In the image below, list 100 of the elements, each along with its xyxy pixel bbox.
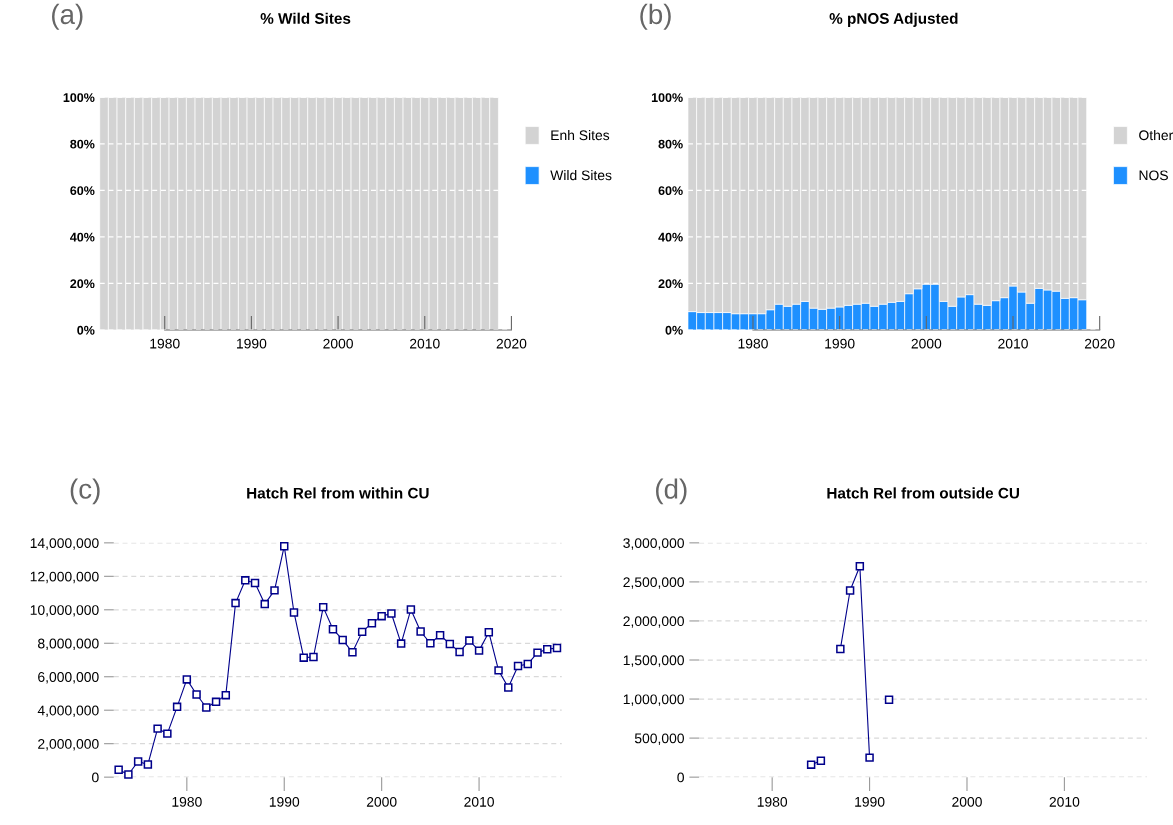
y-tick-label: 20%: [70, 279, 95, 289]
point: [387, 609, 396, 618]
point: [474, 646, 484, 655]
y-tick-label: 0: [677, 772, 684, 783]
point: [367, 618, 377, 628]
point: [396, 639, 406, 648]
point: [816, 756, 826, 765]
point: [280, 541, 289, 551]
y-tick-label: 20%: [658, 279, 683, 289]
x-tick-label: 2000: [952, 796, 982, 807]
point: [865, 753, 874, 762]
y-tick-label: 80%: [658, 139, 683, 149]
point: [318, 602, 328, 612]
x-tick-label: 1990: [825, 338, 855, 349]
point: [406, 605, 416, 614]
point: [211, 697, 221, 707]
point: [357, 627, 367, 637]
legend-label: Other: [1139, 129, 1173, 141]
y-tick-label: 0: [92, 772, 99, 783]
x-tick-label: 2010: [998, 338, 1028, 349]
y-tick-label: 60%: [658, 186, 683, 196]
text: (d): [656, 478, 687, 505]
y-tick-label: 40%: [70, 232, 95, 242]
legend-label: Enh Sites: [551, 129, 610, 141]
point: [114, 765, 123, 775]
legend-label: NOS: [1139, 170, 1168, 181]
text: (c): [70, 478, 100, 505]
y-tick-label: 2,000,000: [38, 739, 99, 751]
y-tick-label: 4,000,000: [37, 705, 99, 718]
x-tick-label: 1990: [237, 338, 267, 349]
chart-title: % Wild Sites: [260, 12, 351, 24]
y-tick-label: 100%: [63, 93, 95, 102]
point: [884, 695, 894, 705]
point: [309, 652, 318, 662]
point: [806, 760, 816, 769]
y-tick-label: 100%: [651, 93, 683, 102]
point: [523, 659, 533, 669]
x-tick-label: 2010: [1049, 796, 1080, 807]
point: [504, 683, 513, 692]
x-tick-label: 2010: [410, 338, 440, 349]
point: [153, 724, 162, 733]
point: [494, 666, 503, 675]
point: [250, 578, 260, 588]
y-tick-label: 80%: [70, 139, 95, 149]
x-tick-label: 2000: [911, 338, 942, 349]
point: [328, 624, 338, 634]
x-tick-label: 2020: [496, 338, 527, 349]
point: [231, 598, 240, 608]
point: [484, 627, 494, 637]
x-tick-label: 1980: [757, 796, 788, 807]
y-tick-label: 2,500,000: [623, 577, 684, 589]
y-tick-label: 60%: [70, 186, 95, 196]
point: [221, 690, 231, 700]
x-tick-label: 2000: [323, 338, 353, 349]
point: [377, 611, 386, 621]
y-tick-label: 14,000,000: [30, 538, 99, 550]
point: [133, 757, 143, 766]
y-tick-label: 1,500,000: [623, 655, 684, 667]
point: [202, 703, 211, 712]
point: [445, 639, 455, 649]
y-tick-label: 0%: [77, 325, 95, 335]
y-tick-label: 3,000,000: [623, 538, 684, 550]
point: [348, 648, 357, 657]
point: [855, 562, 865, 571]
text: (a): [52, 3, 83, 30]
point: [182, 675, 192, 684]
point: [192, 690, 201, 699]
point: [465, 636, 474, 645]
x-tick-label: 1980: [738, 338, 768, 349]
chart-title: Hatch Rel from within CU: [247, 487, 429, 499]
point: [299, 653, 308, 662]
point: [455, 647, 464, 657]
point: [836, 644, 845, 654]
text: (b): [640, 3, 671, 30]
point: [124, 770, 133, 779]
x-tick-label: 2000: [366, 796, 397, 807]
y-tick-label: 40%: [658, 232, 683, 242]
point: [270, 586, 279, 595]
point: [435, 630, 445, 640]
point: [172, 702, 182, 712]
point: [552, 643, 562, 653]
y-tick-label: 0%: [665, 325, 683, 335]
point: [543, 645, 552, 654]
x-tick-label: 1980: [172, 796, 202, 807]
point: [241, 576, 250, 585]
point: [289, 608, 299, 617]
point: [260, 599, 270, 609]
point: [163, 729, 172, 738]
legend-label: Wild Sites: [550, 170, 612, 181]
x-tick-label: 1980: [150, 338, 180, 349]
x-tick-label: 1990: [855, 796, 885, 807]
point: [338, 635, 347, 645]
point: [426, 639, 435, 648]
point: [533, 648, 542, 657]
x-tick-label: 2010: [464, 796, 494, 807]
y-tick-label: 8,000,000: [38, 638, 99, 651]
y-tick-label: 1,000,000: [623, 694, 684, 706]
x-tick-label: 2020: [1084, 338, 1115, 349]
y-tick-label: 500,000: [634, 733, 684, 745]
y-tick-label: 10,000,000: [30, 605, 99, 617]
